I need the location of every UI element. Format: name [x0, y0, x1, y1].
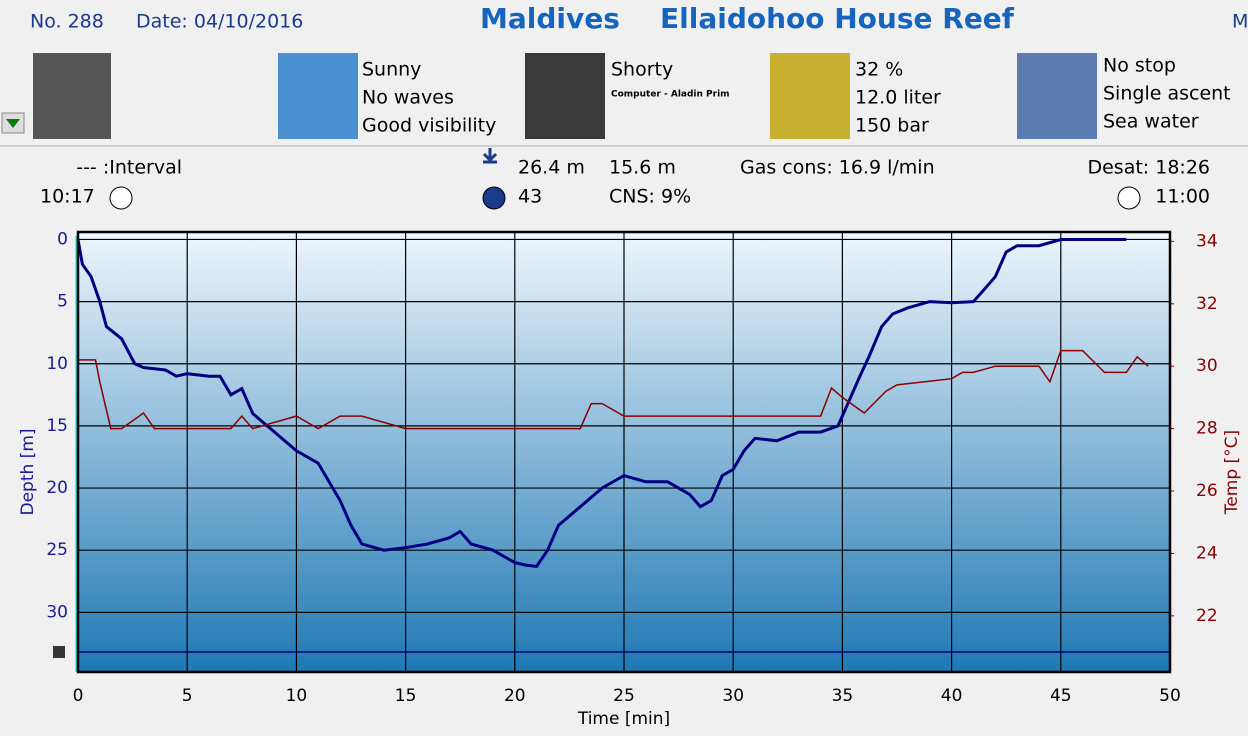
- deco-text: Sea water: [1103, 111, 1199, 133]
- deco-text: No stop: [1103, 55, 1176, 77]
- x-tick-label: 5: [182, 686, 193, 706]
- suit-icon: [525, 53, 605, 139]
- duration-icon: [482, 186, 506, 210]
- plot-frame: [76, 230, 1172, 674]
- depth-line: [76, 238, 1127, 568]
- y-axis-label: Depth [m]: [18, 428, 38, 515]
- computer-text: Computer - Aladin Prim: [611, 90, 730, 100]
- weather-icon: [278, 53, 358, 139]
- depth-icon: [482, 148, 498, 164]
- y-tick-label: 10: [46, 354, 68, 374]
- gas-text: 12.0 liter: [855, 87, 941, 109]
- gas-icon: [770, 53, 850, 139]
- cns: CNS: 9%: [609, 186, 691, 208]
- x-axis-label: Time [min]: [577, 709, 670, 729]
- deco-icon: [1017, 53, 1097, 139]
- x-tick-label: 30: [722, 686, 744, 706]
- x-tick-label: 40: [941, 686, 963, 706]
- weather-text: Sunny: [362, 59, 421, 81]
- y2-tick-label: 24: [1196, 543, 1218, 563]
- avg-depth: 15.6 m: [609, 157, 676, 179]
- start-time: 10:17: [40, 186, 95, 208]
- site: Ellaidohoo House Reef: [660, 2, 1015, 35]
- gas-consumption: Gas cons: 16.9 l/min: [740, 157, 935, 179]
- dive-number: No. 288: [30, 11, 104, 33]
- interval: --- :Interval: [76, 157, 182, 179]
- x-tick-label: 15: [395, 686, 417, 706]
- suit-text: Shorty: [611, 59, 673, 81]
- y2-tick-label: 30: [1196, 356, 1218, 376]
- trash-icon: [53, 646, 65, 658]
- x-tick-label: 0: [73, 686, 84, 706]
- y2-tick-label: 32: [1196, 294, 1218, 314]
- weather-text: No waves: [362, 87, 454, 109]
- y2-tick-label: 34: [1196, 231, 1218, 251]
- y-tick-label: 30: [46, 602, 68, 622]
- gas-text: 150 bar: [855, 115, 929, 137]
- x-tick-label: 50: [1159, 686, 1181, 706]
- x-tick-label: 25: [613, 686, 635, 706]
- duration: 43: [518, 186, 542, 208]
- divers-icon: [33, 53, 111, 139]
- x-tick-label: 45: [1050, 686, 1072, 706]
- x-tick-label: 20: [504, 686, 526, 706]
- end-time: 11:00: [1155, 186, 1210, 208]
- dropdown-arrow: [6, 119, 20, 128]
- temperature-line: [78, 349, 1149, 430]
- deco-text: Single ascent: [1103, 83, 1231, 105]
- x-tick-label: 10: [286, 686, 308, 706]
- y2-tick-label: 26: [1196, 481, 1218, 501]
- gas-text: 32 %: [855, 59, 903, 81]
- y-tick-label: 15: [46, 416, 68, 436]
- dive-date: Date: 04/10/2016: [136, 11, 303, 33]
- clock-icon: [1117, 186, 1141, 210]
- desaturation: Desat: 18:26: [1087, 157, 1210, 179]
- y-tick-label: 20: [46, 478, 68, 498]
- y2-tick-label: 28: [1196, 419, 1218, 439]
- y2-axis-label: Temp [°C]: [1222, 430, 1242, 515]
- weather-text: Good visibility: [362, 115, 496, 137]
- x-tick-label: 35: [832, 686, 854, 706]
- y-tick-label: 25: [46, 540, 68, 560]
- y2-tick-label: 22: [1196, 606, 1218, 626]
- max-depth: 26.4 m: [518, 157, 585, 179]
- y-tick-label: 5: [57, 292, 68, 312]
- clock-icon: [109, 186, 133, 210]
- location: Maldives: [480, 2, 620, 35]
- y-tick-label: 0: [57, 229, 68, 249]
- cut-text: M: [1232, 11, 1248, 33]
